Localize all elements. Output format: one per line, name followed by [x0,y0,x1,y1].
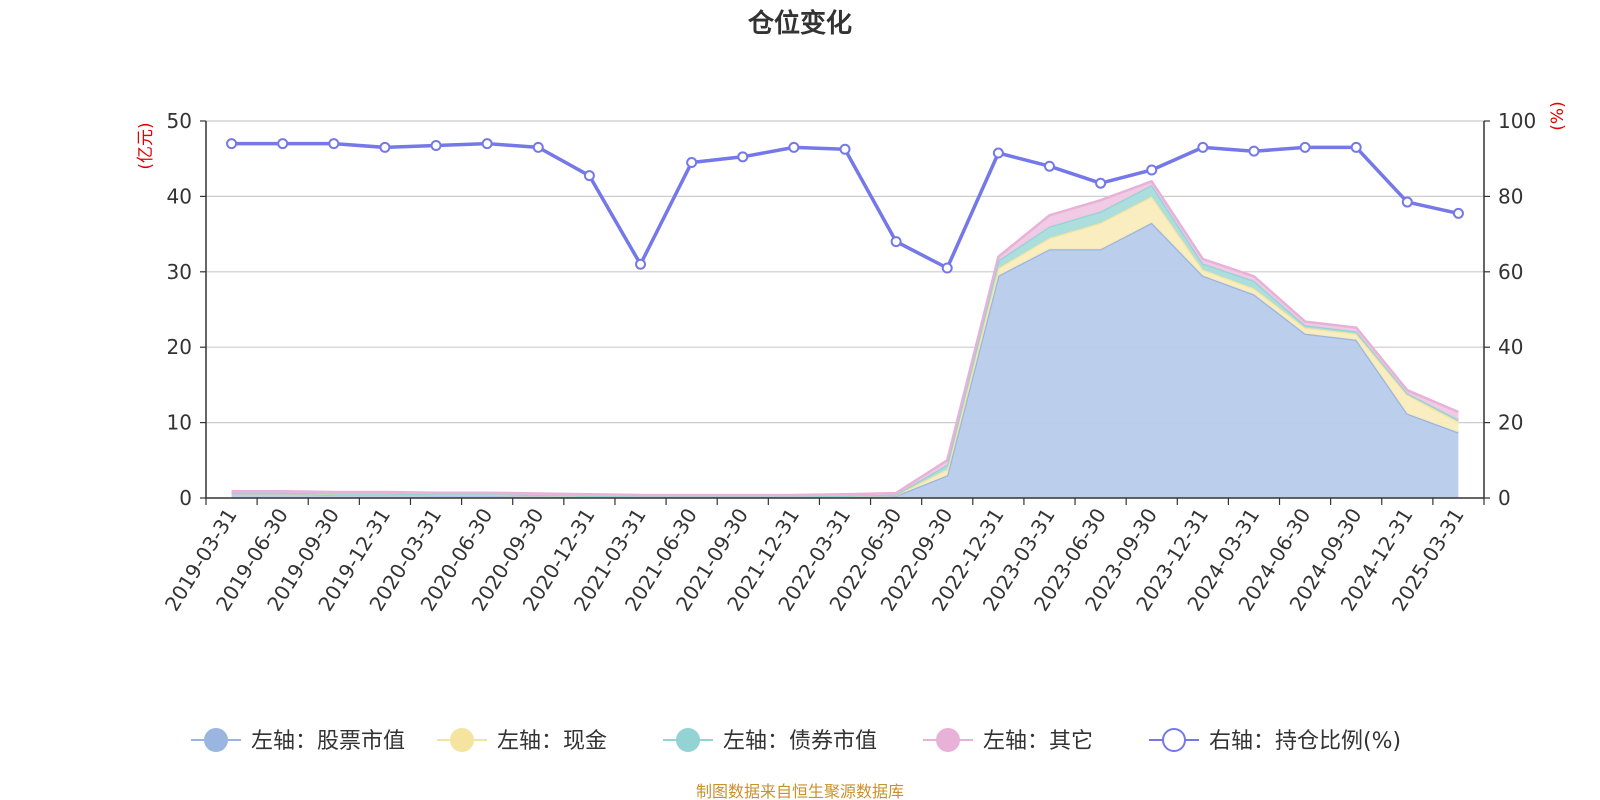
ratio-point [839,143,851,155]
area-edge-左轴：其它 [231,180,1459,497]
ratio-point [1248,145,1260,157]
ratio-point [1146,164,1158,176]
source-note: 制图数据来自恒生聚源数据库 [696,782,904,800]
ratio-point [1197,141,1209,153]
left-tick-label: 30 [167,260,192,284]
ratio-point [277,138,289,150]
ratio-point [532,141,544,153]
ratio-point [1401,196,1413,208]
left-tick-label: 0 [179,486,192,510]
left-tick-label: 50 [167,109,192,133]
right-tick-label: 20 [1498,411,1523,435]
ratio-point [635,258,647,270]
right-tick-label: 0 [1498,486,1511,510]
position-ratio-line [226,138,1464,274]
x-axis-ticks: 2019-03-312019-06-302019-09-302019-12-31… [160,498,1485,615]
ratio-point [328,138,340,150]
legend-label: 左轴：股票市值 [251,729,405,754]
ratio-point [1299,141,1311,153]
ratio-point [583,170,595,182]
right-axis-unit: (%) [1548,101,1568,130]
legend: 左轴：股票市值 左轴：现金 左轴：债券市值 左轴：其它 右轴：持仓比例(%) [191,728,1401,754]
ratio-point [481,138,493,150]
ratio-point [226,138,238,150]
right-tick-label: 100 [1498,109,1536,133]
right-tick-label: 40 [1498,335,1523,359]
area-左轴：股票市值 [231,222,1459,499]
gridlines [200,120,1490,499]
legend-marker [1162,728,1186,752]
legend-label: 左轴：债券市值 [723,729,877,754]
right-tick-label: 80 [1498,184,1523,208]
ratio-point [1452,207,1464,219]
ratio-point [1350,141,1362,153]
ratio-line-path [231,141,1459,270]
axes [205,121,1485,499]
ratio-point [1043,160,1055,172]
ratio-point [788,141,800,153]
legend-marker [450,728,474,752]
left-axis-unit: (亿元) [136,122,156,169]
right-tick-label: 60 [1498,260,1523,284]
legend-label: 左轴：现金 [497,729,607,754]
left-tick-label: 20 [167,335,192,359]
legend-marker [676,728,700,752]
ratio-point [992,147,1004,159]
left-axis-ticks: 0 10 20 30 40 50 [167,109,192,510]
ratio-point [1095,177,1107,189]
ratio-point [737,151,749,163]
right-axis-ticks: 0 20 40 60 80 100 [1498,109,1536,510]
stacked-areas [231,180,1459,499]
ratio-point [686,156,698,168]
left-tick-label: 40 [167,184,192,208]
ratio-point [941,262,953,274]
legend-marker [936,728,960,752]
chart-title: 仓位变化 [747,8,852,39]
legend-label: 左轴：其它 [983,729,1093,754]
ratio-point [379,141,391,153]
left-tick-label: 10 [167,411,192,435]
ratio-point [890,236,902,248]
legend-marker [204,728,228,752]
ratio-point [430,140,442,152]
legend-label: 右轴：持仓比例(%) [1209,729,1401,754]
